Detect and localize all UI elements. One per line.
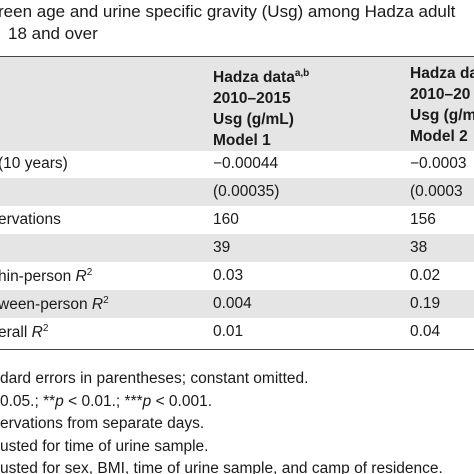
cell: 0.02 bbox=[410, 267, 441, 284]
header-text: Hadza data bbox=[213, 69, 295, 87]
cell: (0.0003 bbox=[410, 183, 463, 200]
footnote-text: usted for time of urine sample. bbox=[0, 437, 209, 455]
label-text: hin-person bbox=[0, 268, 76, 286]
footnote: dard errors in parentheses; constant omi… bbox=[0, 370, 308, 388]
header-text: 2010–2015 bbox=[213, 90, 291, 108]
footnote-text: usted for sex, BMI, time of urine sample… bbox=[0, 460, 443, 474]
label-text: ween-person bbox=[0, 296, 92, 314]
table-rule bbox=[0, 349, 474, 350]
cell: 0.04 bbox=[410, 323, 441, 340]
table-header: Hadza dataa,b 2010–2015 Usg (g/mL) Model… bbox=[0, 56, 474, 151]
footnote-text: < 0.001. bbox=[151, 392, 213, 410]
label-text: erall bbox=[0, 324, 32, 342]
footnote-text: dard errors in parentheses; constant omi… bbox=[0, 370, 309, 387]
cell: 160 bbox=[213, 211, 239, 228]
table-row: erall R2 0.01 0.04 bbox=[0, 318, 474, 346]
header-text: Model 2 bbox=[410, 128, 468, 145]
table-row: hin-person R2 0.03 0.02 bbox=[0, 262, 474, 290]
row-label: ervations bbox=[0, 211, 61, 229]
footnote: 0.05.; **p < 0.01.; ***p < 0.001. bbox=[0, 393, 212, 411]
row-label: (10 years) bbox=[0, 155, 68, 173]
label-var: R bbox=[91, 296, 104, 314]
row-label: ween-person R2 bbox=[0, 295, 109, 314]
header-text: 2010–20 bbox=[410, 86, 471, 103]
row-label: erall R2 bbox=[0, 323, 48, 342]
table-row: ervations 160 156 bbox=[0, 206, 474, 234]
row-label: hin-person R2 bbox=[0, 267, 92, 286]
header-sup: a,b bbox=[294, 68, 310, 79]
footnote-text: 0.05.; ** bbox=[0, 392, 56, 410]
cell: 0.01 bbox=[213, 323, 244, 340]
header-text: Model 1 bbox=[213, 132, 271, 150]
label-sup: 2 bbox=[86, 267, 93, 278]
footnote: ervations from separate days. bbox=[0, 415, 204, 433]
cell: (0.00035) bbox=[213, 183, 280, 200]
header-text: Hadza da bbox=[410, 65, 474, 82]
cell: 39 bbox=[213, 239, 231, 256]
cell: −0.0003 bbox=[410, 155, 467, 172]
cell: 0.004 bbox=[213, 295, 252, 312]
footnote: usted for time of urine sample. bbox=[0, 438, 209, 456]
label-var: R bbox=[31, 324, 43, 342]
footnote-text: < 0.01.; *** bbox=[63, 392, 143, 410]
cell: 0.19 bbox=[410, 295, 441, 312]
cell: −0.00044 bbox=[213, 155, 279, 172]
table-row: 39 38 bbox=[0, 234, 474, 262]
footnote-text: p bbox=[55, 392, 64, 410]
label-text: ervations bbox=[0, 211, 61, 228]
table-row: ween-person R2 0.004 0.19 bbox=[0, 290, 474, 318]
footnote: usted for sex, BMI, time of urine sample… bbox=[0, 460, 443, 474]
header-cell: Hadza da 2010–20 Usg (g/m Model 2 bbox=[410, 63, 474, 147]
table-row: (0.00035) (0.0003 bbox=[0, 178, 474, 206]
header-cell: Hadza dataa,b 2010–2015 Usg (g/mL) Model… bbox=[213, 63, 309, 151]
header-text: Usg (g/m bbox=[410, 107, 474, 124]
footnote-text: ervations from separate days. bbox=[0, 415, 205, 432]
label-sup: 2 bbox=[42, 323, 49, 334]
header-text: Usg (g/mL) bbox=[213, 111, 294, 129]
cell: 156 bbox=[410, 211, 436, 228]
label-sup: 2 bbox=[103, 295, 109, 306]
title-line: reen age and urine specific gravity (Usg… bbox=[0, 2, 456, 21]
table-row: (10 years) −0.00044 −0.0003 bbox=[0, 150, 474, 178]
label-var: R bbox=[75, 268, 87, 286]
cell: 0.03 bbox=[213, 267, 244, 284]
title-line: 18 and over bbox=[8, 24, 98, 43]
footnote-text: p bbox=[142, 392, 152, 410]
cell: 38 bbox=[410, 239, 428, 256]
label-text: (10 years) bbox=[0, 155, 68, 172]
